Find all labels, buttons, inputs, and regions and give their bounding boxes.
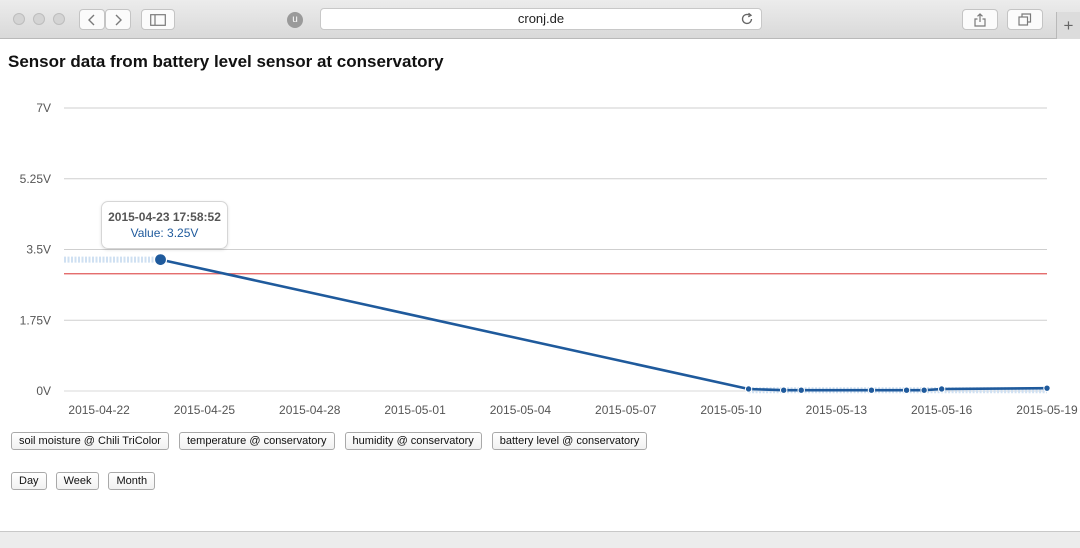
zoom-window-button[interactable] <box>53 13 65 25</box>
x-tick-label: 2015-04-25 <box>174 403 236 417</box>
x-tick-label: 2015-05-04 <box>490 403 552 417</box>
extension-icon[interactable]: u <box>287 12 303 28</box>
back-button[interactable] <box>79 9 105 30</box>
sidebar-icon <box>150 13 166 26</box>
sensor-button-group: soil moisture @ Chili TriColor temperatu… <box>11 432 648 450</box>
x-tick-label: 2015-04-22 <box>68 403 130 417</box>
y-tick-label: 7V <box>36 101 51 115</box>
x-tick-label: 2015-05-10 <box>700 403 762 417</box>
tooltip-date: 2015-04-23 17:58:52 <box>108 210 221 224</box>
reload-icon[interactable] <box>740 12 754 26</box>
forward-button[interactable] <box>105 9 131 30</box>
close-window-button[interactable] <box>13 13 25 25</box>
status-bar <box>0 531 1080 548</box>
chevron-left-icon <box>88 14 95 25</box>
address-bar[interactable]: cronj.de <box>320 8 762 30</box>
sidebar-toggle-button[interactable] <box>141 9 175 30</box>
range-button-day[interactable]: Day <box>11 472 47 490</box>
y-tick-label: 0V <box>36 384 51 398</box>
x-tick-label: 2015-05-01 <box>384 403 446 417</box>
tabs-overview-button[interactable] <box>1007 9 1043 30</box>
x-tick-label: 2015-05-19 <box>1016 403 1078 417</box>
tabs-icon <box>1018 13 1032 26</box>
chevron-right-icon <box>115 14 122 25</box>
data-point <box>937 385 946 393</box>
x-tick-label: 2015-04-28 <box>279 403 341 417</box>
y-tick-label: 1.75V <box>20 313 51 327</box>
data-point-tooltip: 2015-04-23 17:58:52 Value: 3.25V <box>101 201 228 249</box>
sensor-button-humidity[interactable]: humidity @ conservatory <box>344 432 482 450</box>
sensor-button-temperature[interactable]: temperature @ conservatory <box>178 432 335 450</box>
range-button-group: Day Week Month <box>11 472 156 490</box>
new-tab-button[interactable]: + <box>1056 12 1080 39</box>
range-button-week[interactable]: Week <box>55 472 100 490</box>
minimize-window-button[interactable] <box>33 13 45 25</box>
browser-toolbar: u cronj.de + <box>0 0 1080 39</box>
tooltip-value: Value: 3.25V <box>130 226 199 240</box>
range-button-month[interactable]: Month <box>108 472 156 490</box>
series-line <box>160 258 1048 392</box>
data-point <box>797 386 805 394</box>
url-text: cronj.de <box>517 11 565 26</box>
data-point <box>902 386 911 394</box>
highlighted-data-point <box>153 253 168 267</box>
data-point <box>779 386 788 394</box>
share-icon <box>974 12 986 27</box>
share-button[interactable] <box>962 9 998 30</box>
battery-level-chart: 0V 1.75V 3.5V 5.25V 7V 2015-04-22 2015-04-25 20… <box>20 101 1078 417</box>
page-title: Sensor data from battery level sensor at… <box>8 52 444 71</box>
y-tick-label: 5.25V <box>20 172 51 186</box>
y-tick-label: 3.5V <box>26 243 51 257</box>
data-point <box>920 386 928 394</box>
x-tick-label: 2015-05-13 <box>806 403 868 417</box>
x-tick-label: 2015-05-07 <box>595 403 657 417</box>
sensor-button-soil-moisture[interactable]: soil moisture @ Chili TriColor <box>11 432 169 450</box>
x-tick-label: 2015-05-16 <box>911 403 973 417</box>
sensor-button-battery-level[interactable]: battery level @ conservatory <box>491 432 648 450</box>
data-point <box>1043 384 1051 392</box>
data-point <box>744 385 753 393</box>
data-point <box>867 386 876 394</box>
